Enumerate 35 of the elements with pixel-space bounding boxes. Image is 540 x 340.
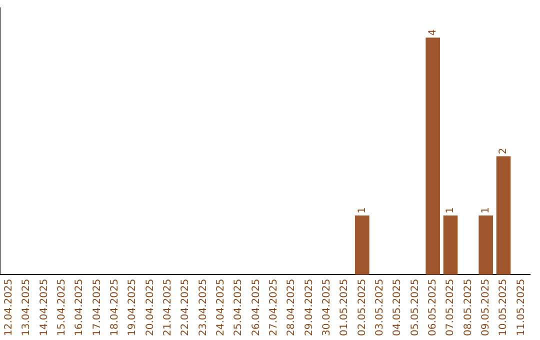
- x-tick-label: 19.04.2025: [127, 278, 138, 336]
- x-tick-label: 11.05.2025: [516, 278, 527, 336]
- x-tick-label: 22.04.2025: [180, 278, 192, 336]
- data-label: 2: [498, 148, 510, 154]
- x-tick-label: 27.04.2025: [268, 278, 280, 336]
- x-tick-label: 01.05.2025: [339, 278, 350, 336]
- x-tick-label: 03.05.2025: [374, 278, 386, 336]
- x-tick-label: 21.04.2025: [162, 278, 174, 336]
- data-label: 1: [445, 207, 456, 214]
- data-label: 1: [356, 207, 368, 214]
- x-tick-label: 16.04.2025: [74, 278, 86, 336]
- x-tick-label: 05.05.2025: [410, 278, 421, 336]
- x-tick-label: 20.04.2025: [144, 278, 156, 336]
- x-tick-label: 29.04.2025: [304, 278, 315, 336]
- x-tick-label: 12.04.2025: [3, 278, 14, 336]
- x-tick-label: 30.04.2025: [321, 278, 332, 336]
- x-tick-label: 07.05.2025: [445, 278, 456, 336]
- x-tick-label: 06.05.2025: [427, 278, 438, 336]
- x-tick-label: 26.04.2025: [250, 278, 262, 336]
- x-tick-label: 13.04.2025: [21, 278, 32, 336]
- x-tick-label: 15.04.2025: [56, 278, 68, 336]
- x-tick-label: 28.04.2025: [286, 278, 298, 336]
- x-tick-label: 17.04.2025: [92, 278, 103, 336]
- data-label: 4: [427, 29, 438, 36]
- x-tick-label: 10.05.2025: [498, 278, 510, 336]
- x-tick-label: 24.04.2025: [215, 278, 226, 336]
- x-tick-label: 23.04.2025: [198, 278, 209, 336]
- x-tick-label: 14.04.2025: [38, 278, 50, 336]
- x-tick-label: 02.05.2025: [356, 278, 368, 336]
- x-tick-label: 04.05.2025: [392, 278, 404, 336]
- x-tick-label: 08.05.2025: [462, 278, 474, 336]
- x-tick-label: 18.04.2025: [109, 278, 120, 336]
- x-tick-label: 25.04.2025: [233, 278, 244, 336]
- data-label: 1: [480, 207, 492, 214]
- x-tick-label: 09.05.2025: [480, 278, 492, 336]
